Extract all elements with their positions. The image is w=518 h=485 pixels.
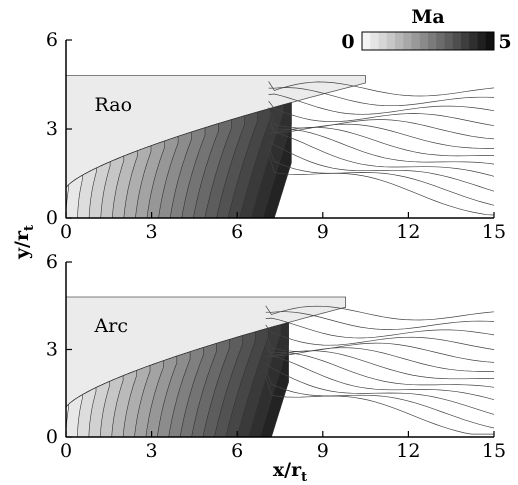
- shear-layer-contour: [268, 146, 495, 206]
- shear-layer-contour: [265, 337, 495, 372]
- y-axis-title: y/rt: [11, 225, 37, 260]
- shear-layer-contour: [268, 114, 494, 149]
- y-tick-label: 6: [46, 251, 58, 273]
- panel-rao: 0 3 6 9 12 15 0 3 6 Rao: [46, 29, 506, 243]
- colorbar-swatch: [395, 32, 404, 50]
- mach-contour-band: [65, 174, 83, 219]
- colorbar: Ma 0 5: [341, 6, 511, 53]
- shear-layer-contour: [268, 81, 495, 97]
- x-tick-label: 12: [396, 440, 420, 462]
- shear-layer-contour: [265, 317, 495, 339]
- x-tick-label: 0: [60, 440, 72, 462]
- y-axis-title-sub: t: [22, 225, 37, 231]
- x-tick-label: 3: [146, 440, 158, 462]
- x-axis-title: x/rt: [273, 459, 307, 485]
- x-tick-label: 12: [396, 221, 420, 243]
- x-tick-label: 9: [317, 221, 329, 243]
- panel-arc: 0 3 6 9 12 15 0 3 6 Arc: [46, 251, 506, 462]
- x-axis-title-main: x/r: [273, 459, 302, 481]
- colorbar-swatch: [469, 32, 478, 50]
- shear-layer-contour: [268, 93, 495, 115]
- colorbar-swatch: [386, 32, 396, 50]
- colorbar-swatch: [485, 32, 495, 50]
- panel-label: Rao: [95, 94, 133, 116]
- colorbar-swatch: [428, 32, 437, 50]
- x-tick-label: 0: [60, 221, 72, 243]
- shear-layer-contour: [265, 350, 495, 388]
- y-tick-label: 3: [46, 118, 58, 140]
- shear-layer-contour: [268, 153, 495, 216]
- shear-layer-contour: [265, 363, 495, 415]
- shear-layer-contour: [268, 87, 495, 107]
- y-tick-label: 0: [46, 426, 58, 448]
- colorbar-swatches: [362, 32, 495, 50]
- panel-label: Arc: [94, 315, 128, 337]
- colorbar-border: [361, 31, 495, 51]
- colorbar-swatch: [477, 32, 487, 50]
- shear-layer-contour: [268, 100, 495, 127]
- shear-layer-contour: [265, 324, 495, 350]
- colorbar-min-label: 0: [341, 31, 354, 53]
- x-tick-label: 15: [482, 221, 506, 243]
- x-tick-label: 9: [317, 440, 329, 462]
- x-tick-label: 15: [482, 440, 506, 462]
- shear-layer-contour: [265, 331, 495, 363]
- colorbar-swatch: [444, 32, 454, 50]
- colorbar-swatch: [403, 32, 412, 50]
- shear-layer-contour: [268, 126, 495, 165]
- x-axis-title-sub: t: [301, 470, 307, 485]
- y-tick-label: 3: [46, 339, 58, 361]
- colorbar-title: Ma: [411, 6, 444, 28]
- shear-layer-contour: [265, 376, 494, 435]
- colorbar-swatch: [411, 32, 421, 50]
- colorbar-swatch: [452, 32, 462, 50]
- x-tick-label: 6: [231, 221, 243, 243]
- colorbar-swatch: [362, 32, 371, 50]
- shear-layer-contour: [268, 132, 495, 177]
- shear-layer-contour: [268, 120, 494, 157]
- y-axis-title-main: y/r: [11, 230, 33, 260]
- x-tick-label: 3: [146, 221, 158, 243]
- shear-layer-contour: [268, 107, 495, 140]
- y-tick-label: 0: [46, 207, 58, 229]
- y-tick-label: 6: [46, 29, 58, 51]
- shear-layer-contour: [265, 311, 495, 330]
- colorbar-swatch: [436, 32, 445, 50]
- shear-layer-contour: [268, 140, 495, 192]
- colorbar-swatch: [370, 32, 379, 50]
- shear-layer-contour: [265, 369, 495, 429]
- colorbar-swatch: [378, 32, 388, 50]
- shear-layer-contour: [265, 344, 494, 380]
- mach-contour-band: [65, 394, 83, 438]
- colorbar-max-label: 5: [498, 31, 511, 53]
- shear-layer-contour: [265, 355, 495, 401]
- colorbar-swatch: [461, 32, 470, 50]
- x-tick-label: 6: [231, 440, 243, 462]
- colorbar-swatch: [419, 32, 429, 50]
- shear-layer-contour: [265, 305, 495, 321]
